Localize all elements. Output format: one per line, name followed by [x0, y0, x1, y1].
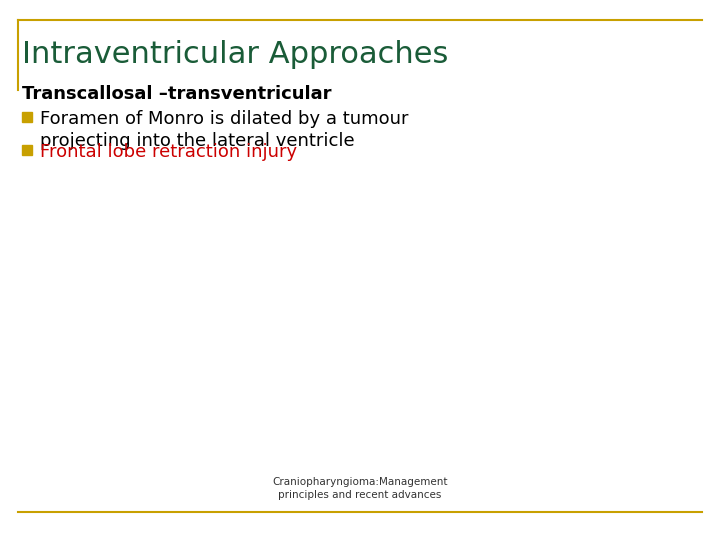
Text: Transcallosal –transventricular: Transcallosal –transventricular — [22, 85, 331, 103]
Text: projecting into the lateral ventricle: projecting into the lateral ventricle — [40, 132, 355, 150]
Text: Intraventricular Approaches: Intraventricular Approaches — [22, 40, 449, 69]
Text: Foramen of Monro is dilated by a tumour: Foramen of Monro is dilated by a tumour — [40, 110, 408, 128]
Bar — [22, 145, 32, 155]
Bar — [22, 112, 32, 122]
Text: Frontal lobe retraction injury: Frontal lobe retraction injury — [40, 143, 297, 161]
Text: Craniopharyngioma:Management
principles and recent advances: Craniopharyngioma:Management principles … — [272, 477, 448, 500]
